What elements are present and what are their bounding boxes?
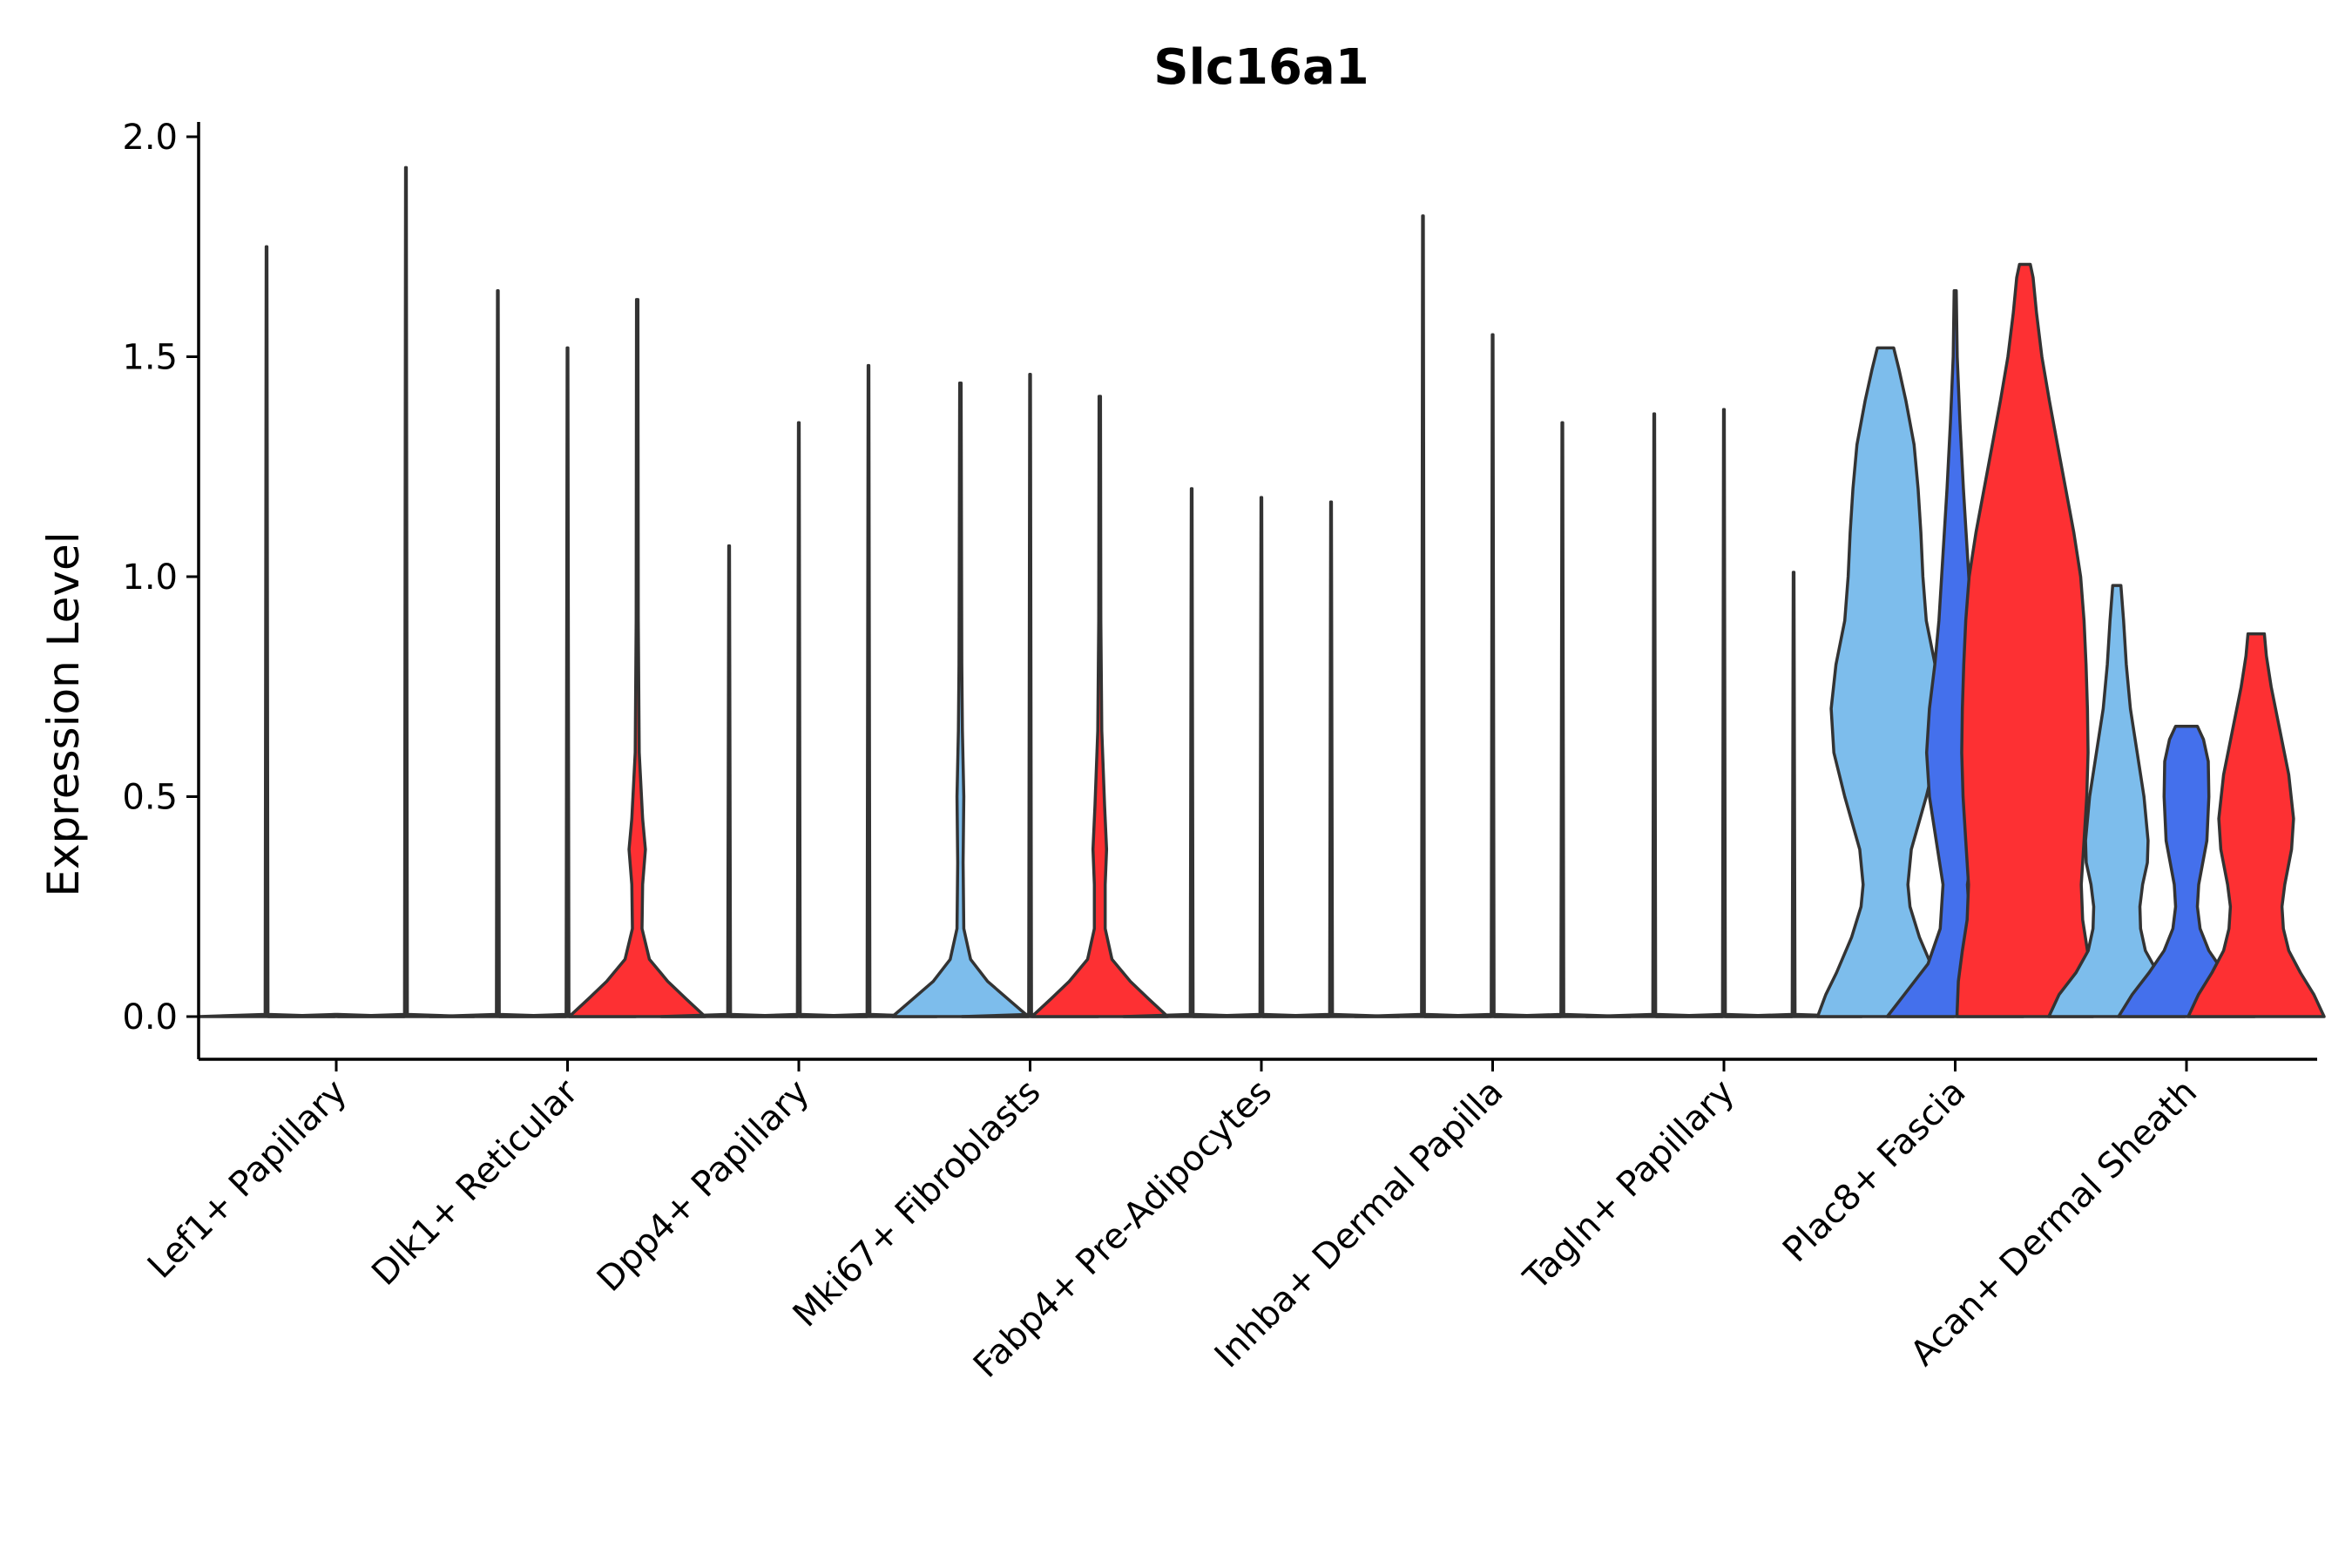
violins-layer	[197, 166, 2326, 1018]
violin-tagln-papillary-group-2	[1654, 408, 1794, 1018]
violin-lef1-papillary-group-3	[336, 166, 476, 1018]
violin-fabp4-pre-adipocytes-group-3	[1261, 500, 1401, 1018]
x-tick-label: Dpp4+ Papillary	[590, 1072, 817, 1300]
violin-dlk1-reticular-group-2	[497, 346, 638, 1018]
y-axis: 0.0 0.5 1.0 1.5 2.0	[122, 118, 200, 1059]
y-axis-label: Expression Level	[38, 531, 89, 896]
violin-fabp4-pre-adipocytes-group-2	[1192, 496, 1331, 1018]
violin-lef1-papillary-group-1	[197, 245, 336, 1018]
violin-mki67-fibroblasts-group-2	[960, 372, 1100, 1018]
y-tick-label: 1.0	[122, 558, 178, 598]
violin-acan-dermal-sheath-group-3	[2186, 632, 2326, 1018]
y-tick-label: 0.0	[122, 997, 178, 1037]
violin-fabp4-pre-adipocytes-group-1	[1122, 487, 1261, 1018]
x-tick-label: Tagln+ Papillary	[1516, 1072, 1742, 1299]
violin-inhba-dermal-papilla-group-2	[1423, 333, 1563, 1018]
violin-inhba-dermal-papilla-group-1	[1353, 214, 1493, 1018]
violin-plac8-fascia-group-3	[1955, 262, 2095, 1018]
y-tick-label: 2.0	[122, 118, 178, 158]
x-tick-label: Lef1+ Papillary	[140, 1072, 355, 1287]
violin-dpp4-papillary-group-3	[799, 363, 938, 1018]
violin-acan-dermal-sheath-group-1	[2047, 584, 2186, 1018]
x-tick-label: Plac8+ Fascia	[1775, 1072, 1974, 1271]
y-tick-label: 0.5	[122, 778, 178, 818]
violin-dlk1-reticular-group-1	[428, 289, 568, 1018]
x-tick-label: Dlk1+ Reticular	[364, 1071, 586, 1294]
violin-dpp4-papillary-group-1	[659, 544, 799, 1018]
violin-inhba-dermal-papilla-group-3	[1492, 421, 1632, 1018]
chart-title: Slc16a1	[1153, 39, 1369, 96]
violin-mki67-fibroblasts-group-3	[1030, 395, 1170, 1018]
violin-tagln-papillary-group-1	[1585, 412, 1724, 1018]
violin-acan-dermal-sheath-group-2	[2117, 724, 2256, 1018]
violin-dlk1-reticular-group-3	[567, 298, 707, 1018]
x-axis: Lef1+ Papillary Dlk1+ Reticular Dpp4+ Papi…	[140, 1058, 2317, 1386]
violin-plac8-fascia-group-1	[1815, 346, 1956, 1018]
x-tick-label: Mki67+ Fibroblasts	[786, 1072, 1049, 1335]
y-tick-label: 1.5	[122, 338, 178, 378]
violin-mki67-fibroblasts-group-1	[890, 382, 1031, 1018]
violin-dpp4-papillary-group-2	[729, 421, 868, 1018]
